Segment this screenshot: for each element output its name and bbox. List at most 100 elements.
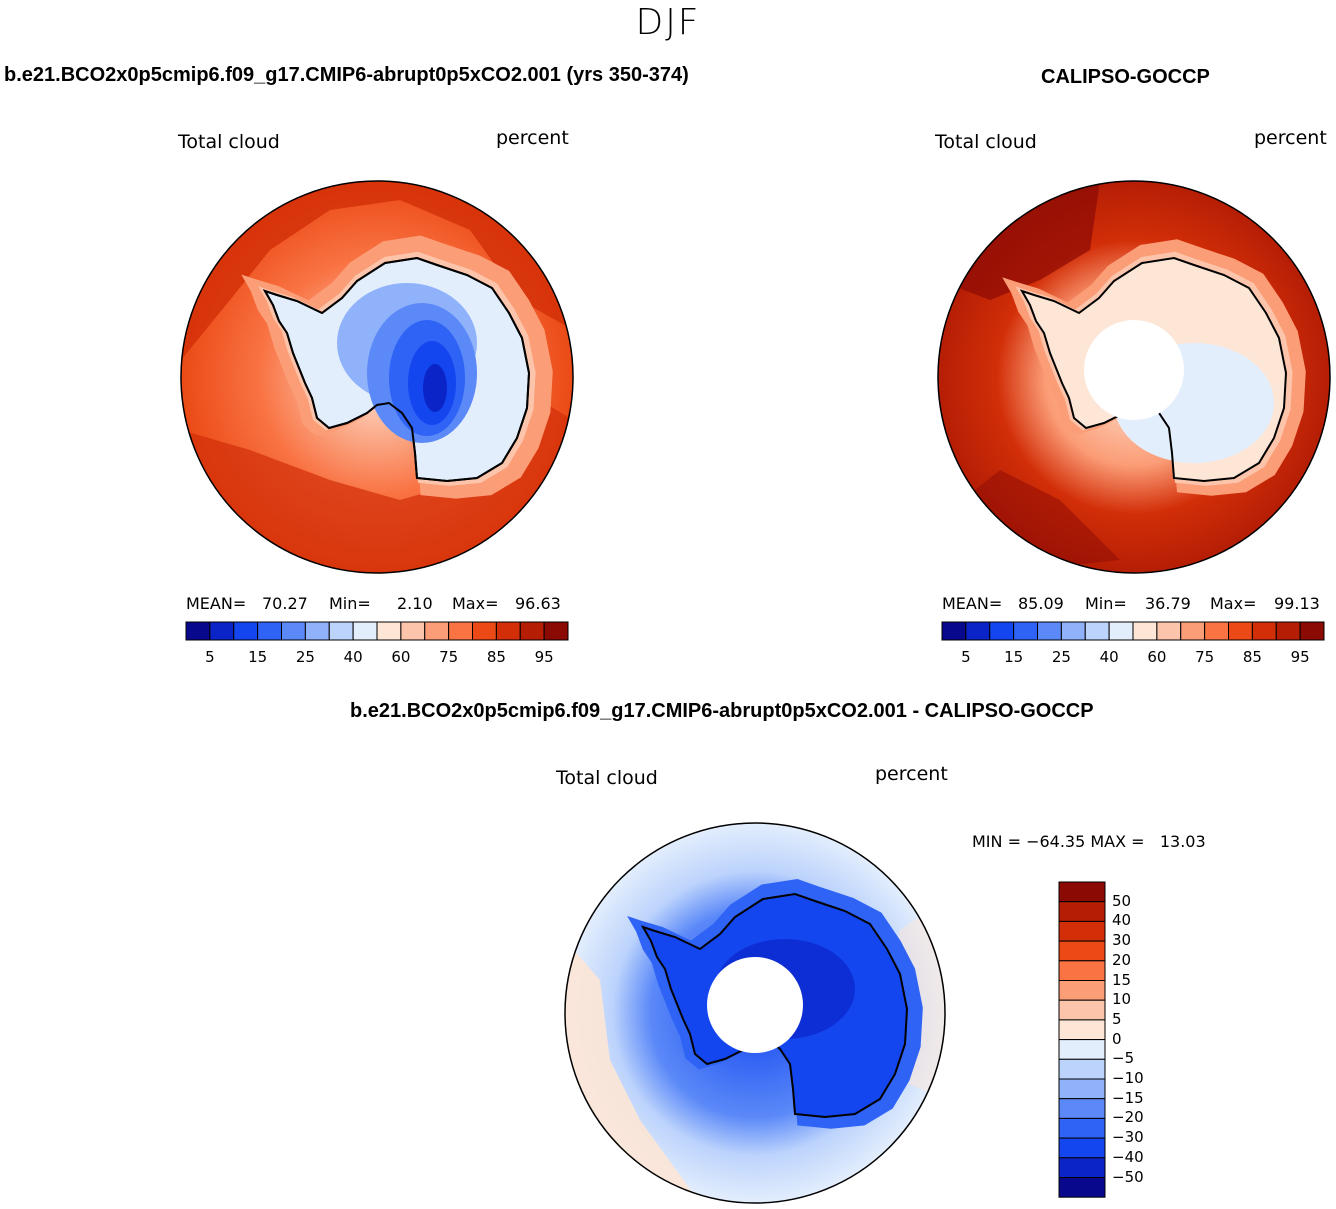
variable-label-model: Total cloud — [178, 131, 280, 153]
colorbar-cell — [1058, 980, 1106, 1001]
colorbar-cell — [1058, 999, 1106, 1021]
colorbar-tick-label: 60 — [391, 648, 411, 666]
colorbar-cell — [1058, 1078, 1106, 1100]
colorbar-cell — [424, 621, 450, 641]
max-label: Max= — [1210, 594, 1257, 613]
colorbar-cell — [1180, 621, 1206, 641]
colorbar-cell — [304, 621, 330, 641]
colorbar-cell — [233, 621, 259, 641]
colorbar-cell — [376, 621, 402, 641]
stats-diff: MIN = −64.35 MAX = 13.03 — [972, 832, 1206, 851]
colorbar-cell — [1058, 1177, 1106, 1198]
map-model — [180, 180, 574, 574]
min-label: Min= — [1085, 594, 1127, 613]
colorbar-cell — [1228, 621, 1253, 641]
colorbar-cell — [495, 621, 521, 641]
colorbar-tick-label: 25 — [295, 648, 315, 666]
colorbar-obs — [941, 621, 1325, 641]
colorbar-tick-label: 30 — [1112, 931, 1132, 950]
colorbar-tick-label: 10 — [1112, 990, 1132, 1009]
colorbar-tick-label: −40 — [1112, 1147, 1144, 1166]
colorbar-cell — [1108, 621, 1134, 641]
max-value: 96.63 — [515, 594, 561, 613]
colorbar-cell — [1058, 1019, 1106, 1041]
colorbar-cell — [185, 621, 211, 641]
colorbar-tick-label: 95 — [1290, 648, 1310, 666]
colorbar-cell — [1275, 621, 1301, 641]
colorbar-cell — [448, 621, 473, 641]
colorbar-cell — [1013, 621, 1038, 641]
colorbar-cell — [1251, 621, 1277, 641]
units-label-model: percent — [496, 127, 569, 149]
colorbar-tick-label: 5 — [961, 648, 971, 666]
colorbar-cell — [519, 621, 545, 641]
colorbar-cell — [352, 621, 378, 641]
max-label: Max= — [452, 594, 499, 613]
colorbar-cell — [1058, 1039, 1106, 1060]
colorbar-cell — [1084, 621, 1110, 641]
colorbar-tick-label: 40 — [343, 648, 363, 666]
colorbar-tick-label: 15 — [1112, 970, 1132, 989]
variable-label-diff: Total cloud — [556, 767, 658, 789]
colorbar-cell — [1037, 621, 1062, 641]
colorbar-cell — [941, 621, 967, 641]
min-value: 36.79 — [1145, 594, 1191, 613]
colorbar-cell — [1058, 1098, 1106, 1119]
colorbar-cell — [400, 621, 426, 641]
colorbar-cell — [1058, 1157, 1106, 1179]
mean-label: MEAN= — [942, 594, 1003, 613]
colorbar-tick-label: −50 — [1112, 1167, 1144, 1186]
map-diff — [564, 822, 946, 1204]
colorbar-cell — [209, 621, 235, 641]
colorbar-tick-label: 5 — [205, 648, 215, 666]
colorbar-tick-label: −5 — [1112, 1049, 1135, 1068]
colorbar-tick-label: 60 — [1147, 648, 1167, 666]
colorbar-cell — [1060, 621, 1086, 641]
mean-value: 70.27 — [262, 594, 308, 613]
colorbar-cell — [1156, 621, 1182, 641]
colorbar-cell — [1058, 1117, 1106, 1139]
colorbar-tick-label: 25 — [1051, 648, 1071, 666]
mean-value: 85.09 — [1018, 594, 1064, 613]
map-obs — [937, 180, 1331, 574]
colorbar-cell — [1299, 621, 1325, 641]
colorbar-tick-label: −20 — [1112, 1108, 1144, 1127]
colorbar-tick-label: 85 — [486, 648, 506, 666]
season-label: DJF — [635, 2, 701, 43]
colorbar-cell — [1058, 1058, 1106, 1080]
max-value: 99.13 — [1274, 594, 1320, 613]
panel-title-model: b.e21.BCO2x0p5cmip6.f09_g17.CMIP6-abrupt… — [4, 64, 689, 86]
colorbar-cell — [1204, 621, 1229, 641]
colorbar-tick-label: 40 — [1099, 648, 1119, 666]
colorbar-cell — [1058, 920, 1106, 942]
units-label-obs: percent — [1254, 127, 1327, 149]
colorbar-tick-label: 15 — [1004, 648, 1024, 666]
colorbar-cell — [1132, 621, 1158, 641]
mean-label: MEAN= — [186, 594, 247, 613]
colorbar-tick-label: 95 — [534, 648, 554, 666]
colorbar-tick-label: 0 — [1112, 1029, 1122, 1048]
colorbar-tick-label: 20 — [1112, 950, 1132, 969]
colorbar-tick-label: 50 — [1112, 891, 1132, 910]
colorbar-tick-label: 75 — [1195, 648, 1215, 666]
colorbar-diff — [1058, 881, 1106, 1198]
colorbar-cell — [543, 621, 569, 641]
colorbar-tick-label: −15 — [1112, 1088, 1144, 1107]
colorbar-cell — [281, 621, 306, 641]
colorbar-model — [185, 621, 569, 641]
colorbar-tick-label: 85 — [1242, 648, 1262, 666]
colorbar-tick-label: −30 — [1112, 1128, 1144, 1147]
colorbar-tick-label: 15 — [248, 648, 268, 666]
colorbar-cell — [1058, 940, 1106, 962]
min-value: 2.10 — [397, 594, 433, 613]
min-label: Min= — [329, 594, 371, 613]
colorbar-cell — [989, 621, 1015, 641]
colorbar-cell — [1058, 960, 1106, 981]
colorbar-cell — [1058, 1137, 1106, 1159]
variable-label-obs: Total cloud — [935, 131, 1037, 153]
colorbar-tick-label: 40 — [1112, 911, 1132, 930]
panel-title-diff: b.e21.BCO2x0p5cmip6.f09_g17.CMIP6-abrupt… — [350, 700, 1094, 722]
colorbar-cell — [328, 621, 354, 641]
